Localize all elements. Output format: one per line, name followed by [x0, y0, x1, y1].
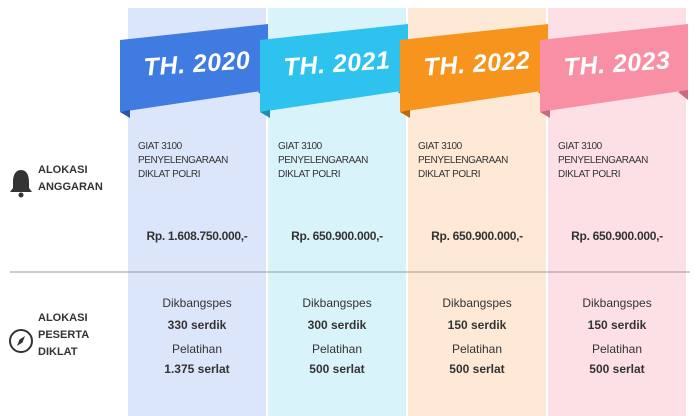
row-label: ALOKASI ANGGARAN [38, 162, 103, 196]
pel-value: 1.375 serlat [164, 362, 230, 376]
bell-icon [10, 170, 32, 198]
giat-line: DIKLAT POLRI [278, 169, 341, 180]
giat-line: PENYELENGARAAN [278, 155, 368, 166]
dik-label: Dikbangspes [302, 296, 372, 310]
pel-value: 500 serlat [309, 362, 365, 376]
giat-line: DIKLAT POLRI [418, 169, 481, 180]
dik-label: Dikbangspes [582, 296, 652, 310]
dik-label: Dikbangspes [442, 296, 512, 310]
giat-line: GIAT 3100 [138, 141, 182, 152]
ribbon-curl [260, 110, 270, 118]
dik-label: Dikbangspes [162, 296, 232, 310]
dik-value: 150 serdik [447, 318, 507, 332]
ribbon-curl [120, 110, 130, 118]
ribbon [260, 24, 408, 112]
dik-value: 150 serdik [587, 318, 647, 332]
dik-value: 330 serdik [167, 318, 227, 332]
giat-line: PENYELENGARAAN [558, 155, 648, 166]
amount: Rp. 650.900.000,- [431, 229, 523, 243]
giat-text: GIAT 3100 PENYELENGARAAN DIKLAT POLRI [278, 140, 368, 182]
giat-line: DIKLAT POLRI [138, 169, 201, 180]
pel-label: Pelatihan [451, 342, 503, 356]
giat-line: GIAT 3100 [418, 141, 462, 152]
compass-icon [9, 329, 33, 353]
row-label-line: PESERTA [38, 329, 90, 341]
ribbon-curl [540, 110, 550, 118]
giat-line: GIAT 3100 [558, 141, 602, 152]
giat-line: PENYELENGARAAN [418, 155, 508, 166]
giat-line: GIAT 3100 [278, 141, 322, 152]
giat-text: GIAT 3100 PENYELENGARAAN DIKLAT POLRI [138, 140, 228, 182]
ribbon-curl [400, 110, 410, 118]
row-label: ALOKASI PESERTA DIKLAT [38, 310, 89, 361]
pel-value: 500 serlat [449, 362, 505, 376]
giat-line: DIKLAT POLRI [558, 169, 621, 180]
amount: Rp. 650.900.000,- [291, 229, 383, 243]
row-label-line: ALOKASI [38, 164, 88, 176]
ribbon [120, 24, 268, 112]
giat-text: GIAT 3100 PENYELENGARAAN DIKLAT POLRI [418, 140, 508, 182]
pel-label: Pelatihan [311, 342, 363, 356]
pel-label: Pelatihan [171, 342, 223, 356]
row-label-line: ANGGARAN [38, 181, 103, 193]
amount: Rp. 1.608.750.000,- [146, 229, 248, 243]
giat-line: PENYELENGARAAN [138, 155, 228, 166]
dik-value: 300 serdik [307, 318, 367, 332]
ribbon [400, 24, 548, 112]
amount: Rp. 650.900.000,- [571, 229, 663, 243]
row-label-line: ALOKASI [38, 312, 88, 324]
pel-label: Pelatihan [591, 342, 643, 356]
ribbon [540, 24, 688, 112]
giat-text: GIAT 3100 PENYELENGARAAN DIKLAT POLRI [558, 140, 648, 182]
row-label-line: DIKLAT [38, 346, 78, 358]
pel-value: 500 serlat [589, 362, 645, 376]
